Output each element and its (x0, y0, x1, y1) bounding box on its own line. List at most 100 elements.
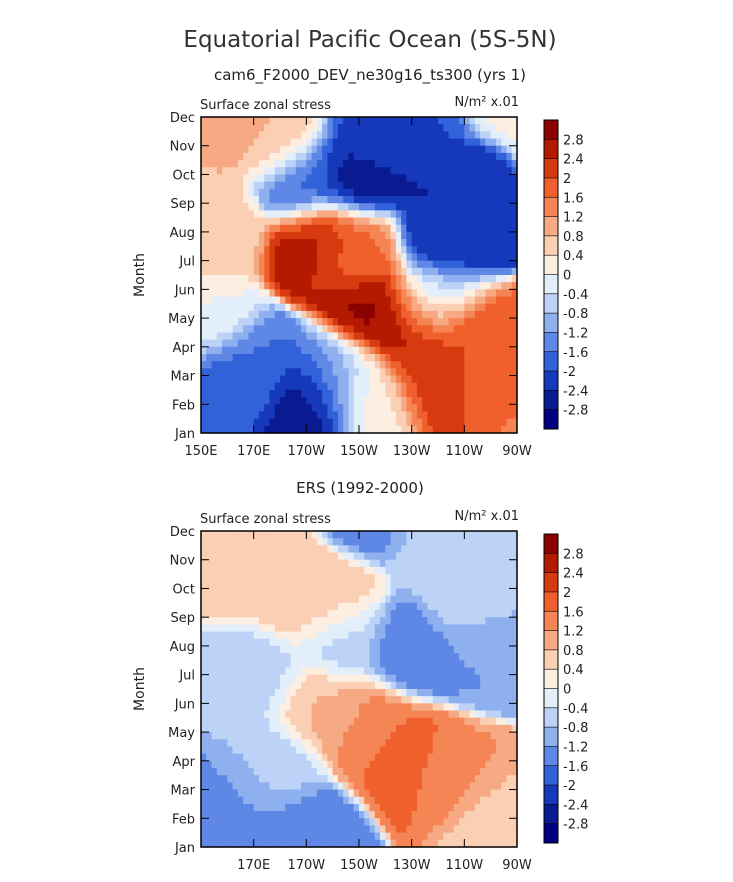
heatmap-cell (485, 681, 492, 690)
heatmap-cell (227, 389, 234, 398)
heatmap-cell (201, 689, 207, 697)
heatmap-cell (464, 631, 471, 640)
heatmap-cell (395, 411, 402, 420)
heatmap-cell (216, 339, 223, 348)
heatmap-cell (327, 703, 334, 712)
heatmap-cell (248, 181, 255, 190)
heatmap-cell (264, 167, 271, 176)
heatmap-cell (258, 124, 265, 132)
heatmap-cell (206, 411, 213, 420)
heatmap-cell (264, 638, 271, 647)
heatmap-cell (443, 545, 450, 554)
heatmap-cell (232, 753, 239, 762)
heatmap-cell (459, 775, 465, 783)
heatmap-cell (469, 167, 476, 176)
heatmap-cell (337, 566, 344, 575)
heatmap-cell (390, 531, 397, 539)
heatmap-cell (459, 581, 465, 590)
heatmap-cell (306, 674, 313, 683)
heatmap-cell (201, 796, 207, 805)
heatmap-cell (395, 696, 402, 704)
heatmap-cell (222, 775, 228, 783)
heatmap-cell (422, 775, 429, 783)
heatmap-cell (280, 545, 286, 554)
heatmap-cell (206, 796, 213, 805)
heatmap-cell (332, 789, 339, 798)
heatmap-cell (269, 203, 276, 211)
heatmap-cell (327, 789, 334, 798)
heatmap-cell (243, 354, 249, 362)
heatmap-cell (364, 117, 371, 125)
heatmap-cell (337, 753, 344, 762)
heatmap-cell (216, 559, 223, 568)
heatmap-cell (359, 325, 365, 334)
heatmap-cell (459, 246, 465, 255)
heatmap-cell (290, 397, 297, 405)
heatmap-cell (353, 318, 360, 326)
heatmap-cell (359, 160, 365, 168)
heatmap-cell (274, 674, 281, 683)
heatmap-cell (253, 131, 260, 140)
heatmap-cell (501, 782, 508, 791)
heatmap-cell (380, 124, 386, 132)
heatmap-cell (438, 361, 444, 369)
heatmap-cell (227, 760, 234, 769)
heatmap-cell (406, 674, 413, 683)
heatmap-cell (348, 267, 355, 276)
heatmap-cell (474, 674, 481, 683)
heatmap-cell (348, 566, 355, 575)
heatmap-cell (316, 624, 323, 633)
heatmap-cell (222, 717, 228, 726)
heatmap-cell (248, 167, 255, 176)
heatmap-cell (390, 595, 397, 604)
heatmap-cell (438, 310, 444, 319)
heatmap-cell (301, 354, 307, 362)
heatmap-cell (427, 210, 434, 219)
heatmap-cell (432, 631, 439, 640)
heatmap-cell (401, 224, 407, 233)
heatmap-cell (464, 717, 471, 726)
heatmap-cell (469, 703, 476, 712)
heatmap-cell (453, 538, 460, 546)
heatmap-cell (485, 339, 492, 348)
heatmap-cell (374, 368, 381, 377)
heatmap-cell (464, 710, 471, 719)
heatmap-cell (216, 624, 223, 633)
heatmap-cell (316, 160, 323, 168)
heatmap-cell (206, 318, 213, 326)
heatmap-cell (216, 160, 223, 168)
heatmap-cell (311, 124, 318, 132)
heatmap-cell (364, 545, 371, 554)
heatmap-cell (222, 581, 228, 590)
heatmap-cell (306, 624, 313, 633)
heatmap-cell (411, 181, 418, 190)
heatmap-cell (306, 717, 313, 726)
heatmap-cell (269, 775, 276, 783)
heatmap-cell (511, 411, 518, 420)
heatmap-cell (406, 231, 413, 240)
heatmap-cell (501, 595, 508, 604)
heatmap-cell (374, 203, 381, 211)
heatmap-cell (443, 354, 450, 362)
heatmap-cell (295, 638, 302, 647)
heatmap-cell (453, 152, 460, 161)
colorbar-label: 2.8 (563, 133, 584, 148)
heatmap-cell (501, 389, 508, 398)
heatmap-cell (232, 724, 239, 733)
heatmap-cell (327, 775, 334, 783)
heatmap-cell (427, 574, 434, 582)
heatmap-cell (274, 131, 281, 140)
heatmap-cell (353, 224, 360, 233)
heatmap-cell (506, 531, 513, 539)
heatmap-cell (374, 739, 381, 748)
heatmap-cell (448, 246, 455, 255)
heatmap-cell (359, 574, 365, 582)
heatmap-cell (248, 332, 255, 341)
heatmap-cell (248, 674, 255, 683)
heatmap-cell (485, 152, 492, 161)
heatmap-cell (243, 117, 249, 125)
heatmap-cell (448, 303, 455, 312)
heatmap-cell (285, 588, 292, 597)
heatmap-cell (469, 660, 476, 669)
heatmap-cell (359, 282, 365, 290)
